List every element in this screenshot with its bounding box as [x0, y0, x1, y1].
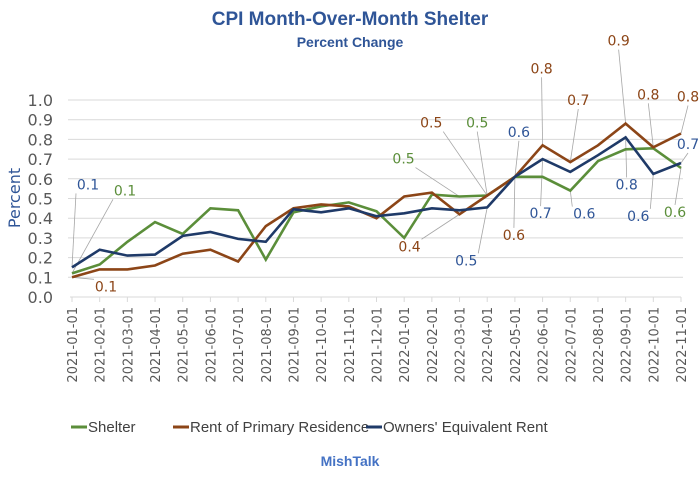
data-label: 0.5 — [455, 253, 477, 269]
x-tick-label: 2022-07-01 — [564, 307, 579, 383]
legend-item-label: Shelter — [88, 419, 136, 436]
x-tick-label: 2021-08-01 — [260, 307, 275, 383]
y-tick-label: 0.9 — [28, 111, 53, 130]
y-tick-label: 0.2 — [28, 249, 53, 268]
data-label: 0.6 — [573, 207, 595, 223]
data-label: 0.8 — [616, 177, 638, 193]
label-leader-line — [71, 276, 95, 280]
legend: Shelter Rent of Primary Residence Owners' … — [71, 419, 548, 436]
chart-title: CPI Month-Over-Month Shelter — [212, 9, 489, 30]
label-leader-line — [476, 131, 488, 196]
data-label: 0.4 — [398, 239, 420, 255]
x-tick-label: 2021-03-01 — [121, 307, 136, 383]
label-leader-line — [442, 131, 488, 196]
data-label: 0.6 — [627, 209, 649, 225]
series-line-owners-equivalent-rent — [71, 135, 682, 269]
x-tick-label: 2022-08-01 — [592, 307, 607, 383]
data-label: 0.5 — [392, 152, 414, 168]
x-tick-label: 2021-02-01 — [94, 307, 109, 383]
label-leader-line — [674, 167, 682, 206]
data-label: 0.1 — [77, 177, 99, 193]
data-label: 0.7 — [567, 93, 589, 109]
y-tick-label: 0.0 — [28, 288, 53, 307]
x-tick-label: 2021-01-01 — [66, 307, 81, 383]
x-tick-label: 2021-06-01 — [204, 307, 219, 383]
chart-subtitle: Percent Change — [297, 34, 404, 50]
label-leader-line — [71, 199, 114, 274]
data-label: 0.8 — [637, 87, 659, 103]
label-leader-line — [569, 108, 579, 163]
label-leader-line — [680, 105, 689, 134]
y-axis-label: Percent — [5, 168, 24, 228]
x-tick-label: 2021-04-01 — [149, 307, 164, 383]
label-leader-line — [618, 49, 627, 124]
data-label: 0.6 — [508, 125, 530, 141]
series-lines — [71, 121, 682, 279]
y-axis-ticks: 0.00.10.20.30.40.50.60.70.80.91.0 — [28, 91, 53, 307]
x-tick-label: 2021-07-01 — [232, 307, 247, 383]
x-tick-label: 2021-11-01 — [343, 307, 358, 383]
y-tick-label: 0.6 — [28, 170, 53, 189]
x-tick-label: 2022-05-01 — [509, 307, 524, 383]
label-leader-line — [649, 173, 654, 209]
y-tick-label: 0.1 — [28, 268, 53, 287]
series-line-shelter — [71, 146, 682, 275]
x-axis: 2021-01-01 2021-02-01 2021-03-01 2021-04-01… — [66, 296, 690, 383]
data-label: 0.8 — [530, 61, 552, 77]
data-label: 0.9 — [608, 34, 630, 50]
y-tick-label: 0.3 — [28, 229, 53, 248]
data-label: 0.8 — [677, 89, 699, 105]
legend-item-label: Owners' Equivalent Rent — [383, 419, 548, 436]
data-labels: 0.1 0.10.10.5 0.50.50.40.50.60.60.80.70.70… — [77, 34, 699, 296]
data-label: 0.6 — [664, 205, 686, 221]
x-tick-label: 2021-10-01 — [315, 307, 330, 383]
y-tick-label: 0.7 — [28, 150, 53, 169]
x-tick-label: 2022-09-01 — [620, 307, 635, 383]
y-tick-label: 0.8 — [28, 130, 53, 149]
x-tick-label: 2021-05-01 — [177, 307, 192, 383]
label-leader-line — [415, 167, 460, 197]
label-leader-line — [647, 103, 654, 148]
x-tick-label: 2021-12-01 — [371, 307, 386, 383]
x-tick-label: 2022-03-01 — [454, 307, 469, 383]
x-tick-label: 2022-04-01 — [481, 307, 496, 383]
x-tick-label: 2022-01-01 — [398, 307, 413, 383]
x-tick-label: 2021-09-01 — [287, 307, 302, 383]
data-label: 0.1 — [114, 183, 136, 199]
label-leader-line — [541, 77, 543, 146]
label-leader-line — [680, 152, 689, 164]
source-label: MishTalk — [321, 453, 380, 469]
label-leader-line — [421, 213, 460, 240]
label-leader-line — [514, 140, 520, 177]
data-label: 0.5 — [420, 116, 442, 132]
data-label: 0.5 — [466, 116, 488, 132]
data-label: 0.1 — [95, 279, 117, 295]
label-leader-line — [540, 159, 543, 207]
label-leader-line — [569, 190, 573, 207]
label-leader-line — [477, 207, 488, 254]
x-tick-label: 2022-10-01 — [647, 307, 662, 383]
label-leader-line — [71, 193, 77, 268]
label-leader-line — [513, 176, 516, 228]
x-tick-label: 2022-06-01 — [537, 307, 552, 383]
data-label: 0.6 — [503, 228, 525, 244]
label-leader-line — [625, 137, 628, 178]
label-leader-lines — [71, 49, 689, 280]
x-tick-label: 2022-02-01 — [426, 307, 441, 383]
data-label: 0.7 — [677, 137, 699, 153]
series-line-rent-of-primary-residence — [71, 121, 682, 279]
y-tick-label: 0.5 — [28, 190, 53, 209]
legend-item-label: Rent of Primary Residence — [190, 419, 369, 436]
data-label: 0.7 — [529, 206, 551, 222]
x-tick-label: 2022-11-01 — [675, 307, 690, 383]
y-tick-label: 1.0 — [28, 91, 53, 110]
y-tick-label: 0.4 — [28, 209, 53, 228]
